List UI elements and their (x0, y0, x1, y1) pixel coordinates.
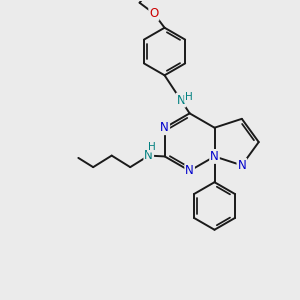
Text: N: N (176, 94, 185, 106)
Text: N: N (185, 164, 194, 177)
Text: O: O (149, 7, 158, 20)
Text: N: N (160, 121, 169, 134)
Text: N: N (238, 159, 246, 172)
Text: N: N (210, 150, 219, 163)
Text: H: H (185, 92, 193, 102)
Text: H: H (148, 142, 156, 152)
Text: N: N (144, 149, 153, 162)
